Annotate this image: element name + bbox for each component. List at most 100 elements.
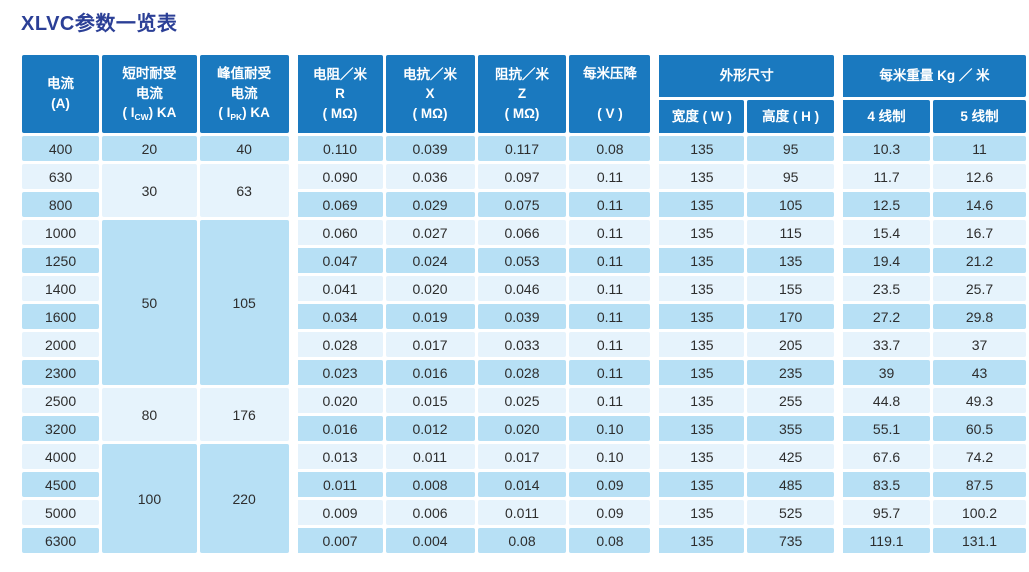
- cell-reactance: 0.011: [385, 444, 475, 469]
- cell-height: 135: [747, 248, 835, 273]
- cell-height: 170: [747, 304, 835, 329]
- header-resistance-line2: R: [335, 86, 345, 102]
- cell-impedance: 0.075: [477, 192, 567, 217]
- cell-width: 135: [653, 444, 745, 469]
- cell-reactance: 0.039: [385, 136, 475, 161]
- cell-weight-4wire: 10.3: [837, 136, 931, 161]
- table-row: 1250 0.047 0.024 0.053 0.11 135 135 19.4…: [22, 248, 1026, 273]
- cell-weight-4wire: 95.7: [837, 500, 931, 525]
- cell-ipk-merged: 176: [199, 388, 289, 441]
- table-row: 2300 0.023 0.016 0.028 0.11 135 235 39 4…: [22, 360, 1026, 385]
- cell-resistance: 0.011: [291, 472, 383, 497]
- cell-width: 135: [653, 192, 745, 217]
- cell-height: 485: [747, 472, 835, 497]
- cell-icw-merged: 50: [102, 220, 197, 385]
- table-row: 4500 0.011 0.008 0.014 0.09 135 485 83.5…: [22, 472, 1026, 497]
- cell-width: 135: [653, 220, 745, 245]
- cell-weight-5wire: 74.2: [933, 444, 1026, 469]
- header-icw-line2: 电流: [135, 85, 163, 101]
- cell-current: 2500: [22, 388, 100, 413]
- table-row: 630 30 63 0.090 0.036 0.097 0.11 135 95 …: [22, 164, 1026, 217]
- cell-current: 3200: [22, 416, 100, 441]
- cell-resistance: 0.090: [291, 164, 383, 189]
- header-height: 高度 ( H ): [747, 100, 835, 133]
- cell-current: 2300: [22, 360, 100, 385]
- cell-reactance: 0.027: [385, 220, 475, 245]
- cell-width: 135: [653, 248, 745, 273]
- cell-impedance: 0.017: [477, 444, 567, 469]
- cell-resistance: 0.020: [291, 388, 383, 413]
- cell-impedance: 0.020: [477, 416, 567, 441]
- cell-width: 135: [653, 332, 745, 357]
- cell-resistance: 0.013: [291, 444, 383, 469]
- cell-vdrop: 0.11: [569, 276, 651, 301]
- cell-vdrop: 0.11: [569, 360, 651, 385]
- cell-current: 6300: [22, 528, 100, 553]
- header-resistance: 电阻／米 R ( MΩ): [291, 55, 383, 133]
- cell-height: 525: [747, 500, 835, 525]
- cell-height: 95: [747, 164, 835, 189]
- cell-weight-4wire: 119.1: [837, 528, 931, 553]
- header-ipk-line2: 电流: [230, 85, 258, 101]
- header-resistance-line1: 电阻／米: [313, 66, 368, 82]
- cell-icw-merged: 80: [102, 388, 197, 441]
- cell-weight-4wire: 15.4: [837, 220, 931, 245]
- cell-impedance: 0.011: [477, 500, 567, 525]
- cell-weight-5wire: 16.7: [933, 220, 1026, 245]
- cell-vdrop: 0.09: [569, 472, 651, 497]
- cell-icw: 20: [102, 136, 197, 161]
- cell-height: 735: [747, 528, 835, 553]
- cell-resistance: 0.047: [291, 248, 383, 273]
- cell-weight-4wire: 67.6: [837, 444, 931, 469]
- cell-resistance: 0.028: [291, 332, 383, 357]
- cell-weight-5wire: 100.2: [933, 500, 1026, 525]
- cell-vdrop: 0.11: [569, 164, 651, 189]
- table-body: 400 20 40 0.110 0.039 0.117 0.08 135 95 …: [22, 136, 1026, 553]
- cell-width: 135: [653, 416, 745, 441]
- header-impedance-line2: Z: [517, 86, 527, 102]
- header-impedance-line1: 阻抗／米: [495, 66, 549, 82]
- cell-current: 800: [22, 192, 100, 217]
- table-row: 400 20 40 0.110 0.039 0.117 0.08 135 95 …: [22, 136, 1026, 161]
- cell-vdrop: 0.11: [569, 304, 651, 329]
- cell-weight-4wire: 12.5: [837, 192, 931, 217]
- cell-vdrop: 0.11: [569, 220, 651, 245]
- header-4wire: 4 线制: [837, 100, 931, 133]
- cell-weight-5wire: 49.3: [933, 388, 1026, 413]
- cell-weight-4wire: 23.5: [837, 276, 931, 301]
- cell-width: 135: [653, 164, 745, 189]
- header-weight-group: 每米重量 Kg ／ 米: [837, 55, 1026, 97]
- cell-weight-5wire: 29.8: [933, 304, 1026, 329]
- cell-reactance: 0.004: [385, 528, 475, 553]
- cell-weight-5wire: 25.7: [933, 276, 1026, 301]
- cell-reactance: 0.024: [385, 248, 475, 273]
- cell-reactance: 0.006: [385, 500, 475, 525]
- cell-height: 235: [747, 360, 835, 385]
- cell-impedance: 0.039: [477, 304, 567, 329]
- cell-vdrop: 0.11: [569, 192, 651, 217]
- header-reactance-line2: X: [425, 86, 435, 102]
- cell-weight-5wire: 37: [933, 332, 1026, 357]
- cell-ipk-merged: 63: [199, 164, 289, 217]
- table-header: 电流 (A) 短时耐受 电流 ( ICW) KA 峰值耐受 电流 ( IPK) …: [22, 55, 1026, 133]
- cell-resistance: 0.016: [291, 416, 383, 441]
- header-dimensions-group: 外形尺寸: [653, 55, 835, 97]
- header-ipk-line1: 峰值耐受: [217, 66, 272, 82]
- cell-weight-4wire: 11.7: [837, 164, 931, 189]
- cell-resistance: 0.009: [291, 500, 383, 525]
- cell-current: 1600: [22, 304, 100, 329]
- cell-vdrop: 0.10: [569, 416, 651, 441]
- cell-width: 135: [653, 304, 745, 329]
- table-row: 1000 50 105 0.060 0.027 0.066 0.11 135 1…: [22, 220, 1026, 385]
- cell-width: 135: [653, 276, 745, 301]
- table-row: 5000 0.009 0.006 0.011 0.09 135 525 95.7…: [22, 500, 1026, 525]
- cell-impedance: 0.097: [477, 164, 567, 189]
- cell-impedance: 0.028: [477, 360, 567, 385]
- cell-weight-5wire: 12.6: [933, 164, 1026, 189]
- cell-impedance: 0.053: [477, 248, 567, 273]
- cell-weight-4wire: 33.7: [837, 332, 931, 357]
- table-row: 800 0.069 0.029 0.075 0.11 135 105 12.5 …: [22, 192, 1026, 217]
- cell-resistance: 0.007: [291, 528, 383, 553]
- header-width: 宽度 ( W ): [653, 100, 745, 133]
- cell-width: 135: [653, 360, 745, 385]
